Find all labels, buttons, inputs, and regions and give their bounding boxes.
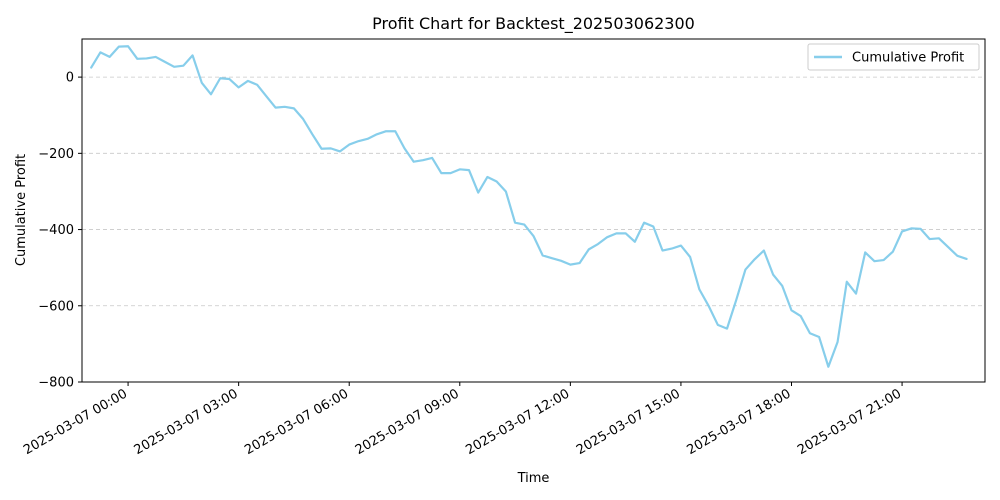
y-tick-label: −400 [38, 223, 74, 238]
legend: Cumulative Profit [807, 43, 980, 71]
y-tick-label: −600 [38, 299, 74, 314]
legend-box [807, 43, 980, 71]
legend-entry-cumulative-profit: Cumulative Profit [852, 51, 964, 66]
series-layer [90, 45, 968, 368]
x-axis-label: Time [517, 471, 550, 486]
y-tick-label: −200 [38, 147, 74, 162]
y-axis: 0 −200 −400 −600 −800 [38, 71, 82, 391]
y-tick-label: 0 [66, 71, 74, 86]
plot-frame [81, 38, 986, 383]
y-gridlines [82, 76, 985, 383]
chart-title: Profit Chart for Backtest_202503062300 [372, 14, 695, 34]
series-line-cumulative-profit [90, 45, 968, 368]
y-tick-label: −800 [38, 376, 74, 391]
y-axis-label: Cumulative Profit [14, 154, 29, 266]
